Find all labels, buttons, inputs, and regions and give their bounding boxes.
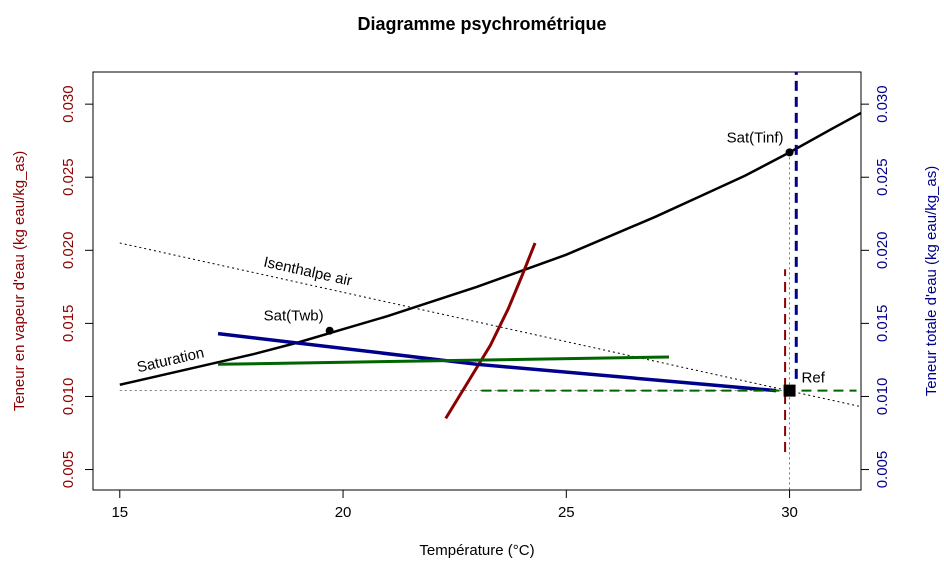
y2-tick-label: 0.010 [874,378,891,416]
y-axis-title: Teneur en vapeur d'eau (kg eau/kg_as) [11,151,28,412]
x-tick-label: 15 [111,504,128,521]
x-tick-label: 30 [781,504,798,521]
y2-tick-label: 0.025 [874,158,891,196]
line [119,111,861,386]
line-label: Isenthalpe air [262,254,354,290]
line [444,242,537,420]
point [785,148,794,157]
plot-frame [92,71,862,491]
y2-tick-label: 0.015 [874,305,891,343]
line [217,355,670,366]
line [217,331,777,393]
x-tick-label: 25 [558,504,575,521]
point-label: Sat(Twb) [264,308,324,325]
point [783,384,796,397]
y-tick-label: 0.005 [60,451,77,489]
y-tick-label: 0.025 [60,158,77,196]
x-axis-title: Température (°C) [419,542,534,559]
y2-tick-label: 0.005 [874,451,891,489]
y2-axis-title: Teneur totale d'eau (kg eau/kg_as) [923,166,940,397]
point-label: Sat(Tinf) [727,129,784,146]
y-tick-label: 0.030 [60,85,77,123]
y-tick-label: 0.020 [60,232,77,270]
chart-title: Diagramme psychrométrique [357,14,606,34]
y-tick-label: 0.010 [60,378,77,416]
x-tick-label: 20 [335,504,352,521]
line-label: Saturation [135,344,205,376]
y2-tick-label: 0.020 [874,232,891,270]
y-tick-label: 0.015 [60,305,77,343]
line [119,242,861,408]
y2-tick-label: 0.030 [874,85,891,123]
point [325,326,334,335]
point-label: Ref [802,370,826,387]
